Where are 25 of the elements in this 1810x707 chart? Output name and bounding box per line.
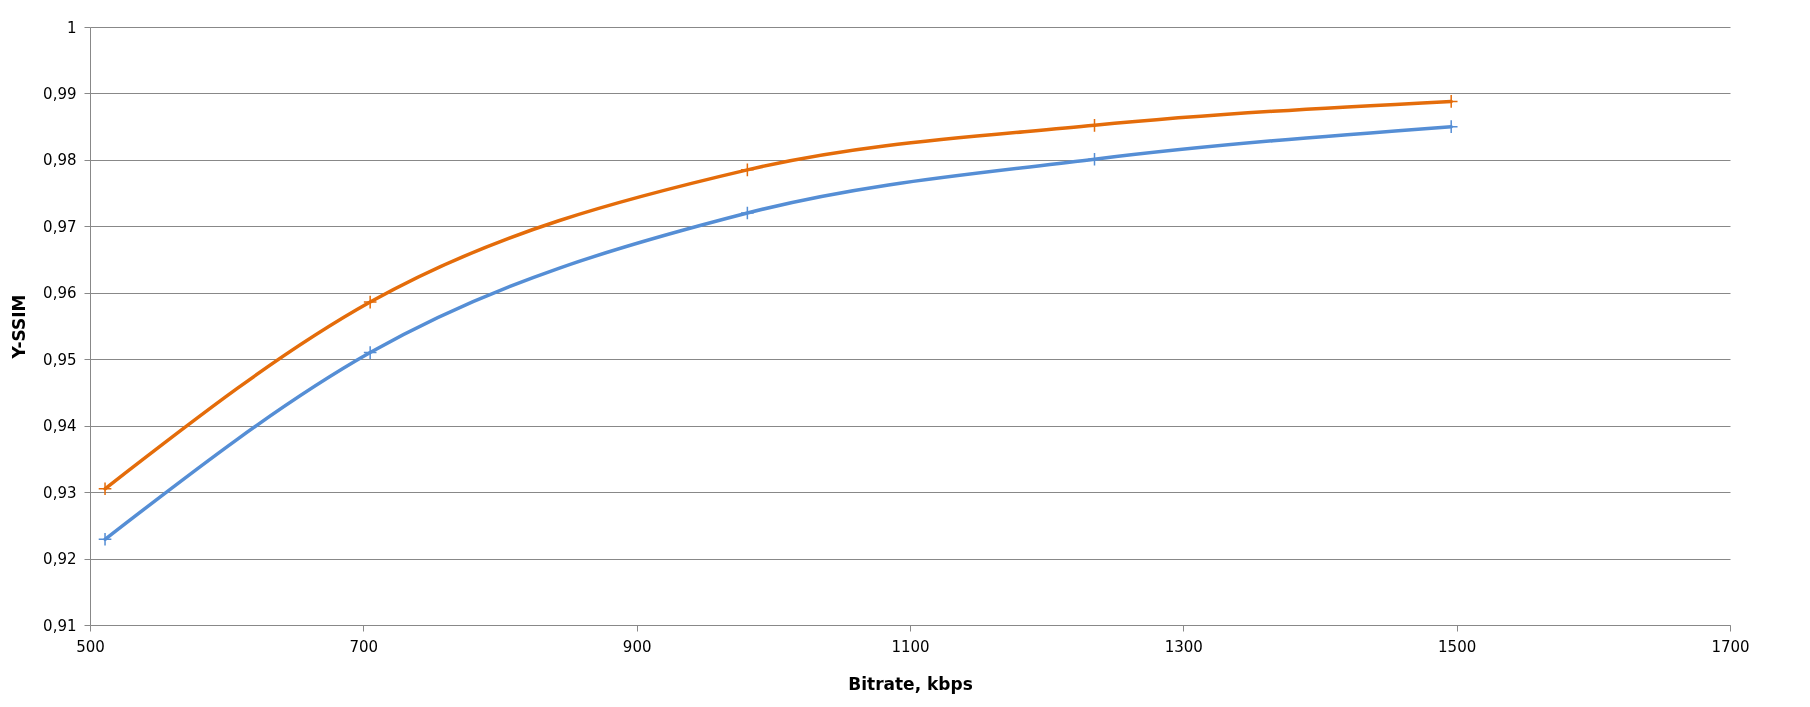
y-tick-label: 0,91 — [43, 616, 77, 635]
x-tick-label: 900 — [622, 637, 652, 656]
y-tick-label: 0,97 — [43, 217, 77, 236]
point — [97, 532, 113, 547]
y-tick-label: 0,94 — [43, 417, 77, 436]
y-axis-title: Y-SSIM — [9, 294, 30, 360]
point — [97, 481, 113, 496]
y-tick-label: 0,93 — [43, 483, 77, 502]
point — [363, 295, 378, 310]
x-tick-label: 1700 — [1711, 637, 1750, 656]
y-tick-label: 0,92 — [43, 550, 77, 569]
y-tick-label: 0,96 — [43, 284, 77, 303]
x-tick-label: 500 — [76, 637, 105, 656]
point — [740, 205, 755, 221]
x-tick-label: 1500 — [1438, 637, 1477, 656]
x-tick-label: 1300 — [1164, 637, 1203, 656]
y-tick-label: 1 — [66, 18, 77, 37]
point — [363, 345, 378, 360]
x-tick-label: 700 — [349, 637, 379, 656]
x-tick-label: 1100 — [891, 637, 930, 656]
x-axis-title: Bitrate, kbps — [848, 673, 973, 694]
y-tick-label: 0,95 — [43, 350, 77, 369]
point — [740, 162, 755, 177]
y-tick-label: 0,99 — [43, 84, 77, 103]
y-tick-label: 0,98 — [43, 151, 77, 170]
